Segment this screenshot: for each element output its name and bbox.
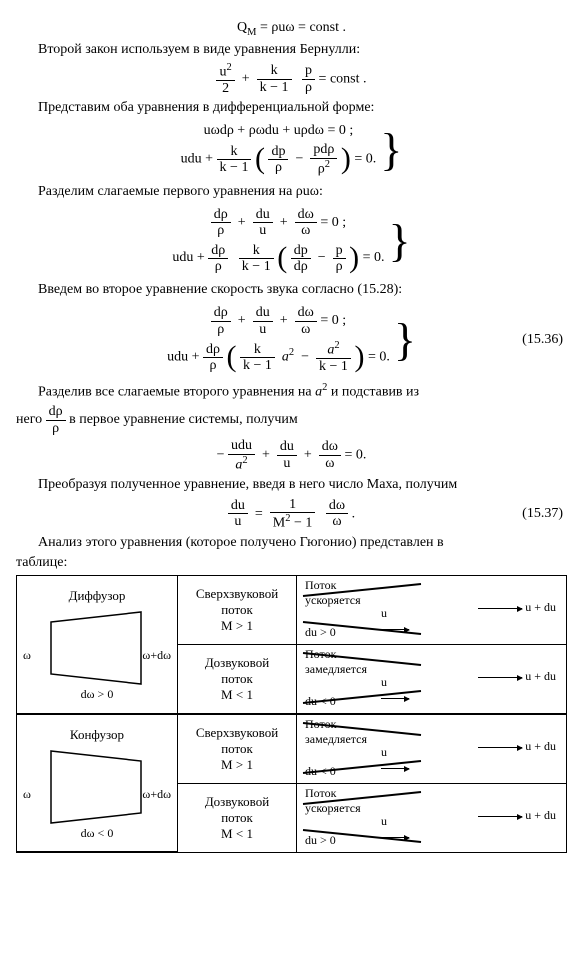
arrow-icon <box>381 629 409 630</box>
regime-l2: поток <box>182 602 292 618</box>
para-table: Анализ этого уравнения (которое получено… <box>16 535 567 551</box>
d1b-pdrho: pdρ <box>310 142 337 158</box>
arrow-icon <box>478 677 522 678</box>
brace-2: } <box>389 220 411 261</box>
arrow-icon <box>478 608 522 609</box>
flow-cell: Потокзамедляетсяu u + dudu < 0 <box>297 714 567 784</box>
flow-udu: u + du <box>478 600 556 615</box>
para-diff: Представим оба уравнения в дифференциаль… <box>16 100 567 116</box>
sys2-line2: udu + dρρ kk − 1 ( dpdρ − pρ ) = 0. <box>172 241 384 275</box>
qm-rhs: = ρuω = const . <box>256 20 346 35</box>
d1b-rho1: ρ <box>268 160 288 175</box>
arrow-icon <box>381 768 409 769</box>
regime-cell: СверхзвуковойпотокM > 1 <box>178 575 297 644</box>
omega-right: ω+dω <box>142 648 171 663</box>
arrow-icon <box>478 747 522 748</box>
arrow-icon <box>478 816 522 817</box>
eq-system2: dρρ + duu + dωω = 0 ; udu + dρρ kk − 1 (… <box>16 204 567 279</box>
flow-u: u <box>381 814 409 844</box>
brace-3: } <box>394 319 416 360</box>
flow-u: u <box>381 675 409 705</box>
flow-udu: u + du <box>478 808 556 823</box>
eq-qm: QM = ρuω = const . <box>16 20 567 38</box>
bern-rho: ρ <box>302 80 315 95</box>
shape-title: Диффузор <box>21 584 173 604</box>
eq-system3: dρρ + duu + dωω = 0 ; udu + dρρ ( kk − 1… <box>16 302 567 377</box>
sys1-line1: uωdρ + ρωdu + uρdω = 0 ; <box>181 123 377 139</box>
flow-du: du < 0 <box>305 694 336 709</box>
flow-cell: Потокзамедляетсяu u + dudu < 0 <box>297 644 567 714</box>
regime-cell: ДозвуковойпотокM < 1 <box>178 644 297 714</box>
d1b-tail: = 0. <box>354 152 376 167</box>
dw-label: dω < 0 <box>21 826 173 841</box>
brace-1: } <box>380 129 402 170</box>
para-mach: Преобразуя полученное уравнение, введя в… <box>16 477 567 493</box>
sys3-line1: dρρ + duu + dωω = 0 ; <box>167 305 390 337</box>
flow-du: du > 0 <box>305 833 336 848</box>
para-bernoulli: Второй закон используем в виде уравнения… <box>16 42 567 58</box>
bern-const: = const . <box>319 71 367 86</box>
regime-l1: Сверхзвуковой <box>182 586 292 602</box>
arrow-icon <box>381 698 409 699</box>
eq-system1: uωdρ + ρωdu + uρdω = 0 ; udu + kk − 1 ( … <box>16 120 567 179</box>
omega-right: ω+dω <box>142 787 171 802</box>
eq-res1: − udua2 + duu + dωω = 0. <box>16 438 567 472</box>
eqnum-37: (15.37) <box>522 506 563 522</box>
regime-l3: M > 1 <box>182 618 292 634</box>
arrow-icon <box>381 837 409 838</box>
flow-udu: u + du <box>478 669 556 684</box>
flow-u: u <box>381 606 409 636</box>
regime-l3: M < 1 <box>182 826 292 842</box>
hugoniot-table: Диффузорωω+dωdω > 0СверхзвуковойпотокM >… <box>16 575 567 854</box>
dw-label: dω > 0 <box>21 687 173 702</box>
bern-k: k <box>257 63 292 79</box>
flow-u: u <box>381 745 409 775</box>
d1b-k: k <box>217 144 252 160</box>
regime-l3: M > 1 <box>182 757 292 773</box>
flow-udu: u + du <box>478 739 556 754</box>
flow-cell: Потокускоряетсяu u + dudu > 0 <box>297 783 567 852</box>
bern-2: 2 <box>216 81 234 96</box>
bern-p: p <box>302 63 315 79</box>
sys3-line2: udu + dρρ ( kk − 1 a2 − a2k − 1 ) = 0. <box>167 340 390 374</box>
regime-l2: поток <box>182 741 292 757</box>
para-table2: таблице: <box>16 555 567 571</box>
regime-l1: Сверхзвуковой <box>182 725 292 741</box>
shape-cell: Конфузорωω+dωdω < 0 <box>17 714 178 853</box>
sys1-line2: udu + kk − 1 ( dpρ − pdρρ2 ) = 0. <box>181 142 377 176</box>
eqnum-36: (15.36) <box>522 332 563 348</box>
regime-l1: Дозвуковой <box>182 655 292 671</box>
qm-sym: Q <box>237 20 247 35</box>
flow-du: du < 0 <box>305 764 336 779</box>
d1b-pre: udu + <box>181 152 217 167</box>
d1b-rho2: ρ2 <box>310 159 337 177</box>
para-sound: Введем во второе уравнение скорость звук… <box>16 282 567 298</box>
shape-cell: Диффузорωω+dωdω > 0 <box>17 575 178 714</box>
shape-title: Конфузор <box>21 723 173 743</box>
eq-bernoulli: u22 + kk − 1 pρ = const . <box>16 62 567 96</box>
d1b-dp: dp <box>268 144 288 160</box>
eq-mach: duu = 1M2 − 1 dωω . (15.37) <box>16 497 567 531</box>
flow-cell: Потокускоряетсяu u + dudu > 0 <box>297 575 567 644</box>
regime-l2: поток <box>182 810 292 826</box>
regime-cell: ДозвуковойпотокM < 1 <box>178 783 297 852</box>
bern-km1: k − 1 <box>257 80 292 95</box>
para-sub: Разделив все слагаемые второго уравнения… <box>16 382 567 401</box>
flow-du: du > 0 <box>305 625 336 640</box>
regime-l2: поток <box>182 671 292 687</box>
para-div: Разделим слагаемые первого уравнения на … <box>16 184 567 200</box>
regime-cell: СверхзвуковойпотокM > 1 <box>178 714 297 784</box>
para-sub2: него dρρ в первое уравнение системы, пол… <box>16 404 567 436</box>
d1b-km1: k − 1 <box>217 160 252 175</box>
regime-l3: M < 1 <box>182 687 292 703</box>
sys2-line1: dρρ + duu + dωω = 0 ; <box>172 207 384 239</box>
regime-l1: Дозвуковой <box>182 794 292 810</box>
